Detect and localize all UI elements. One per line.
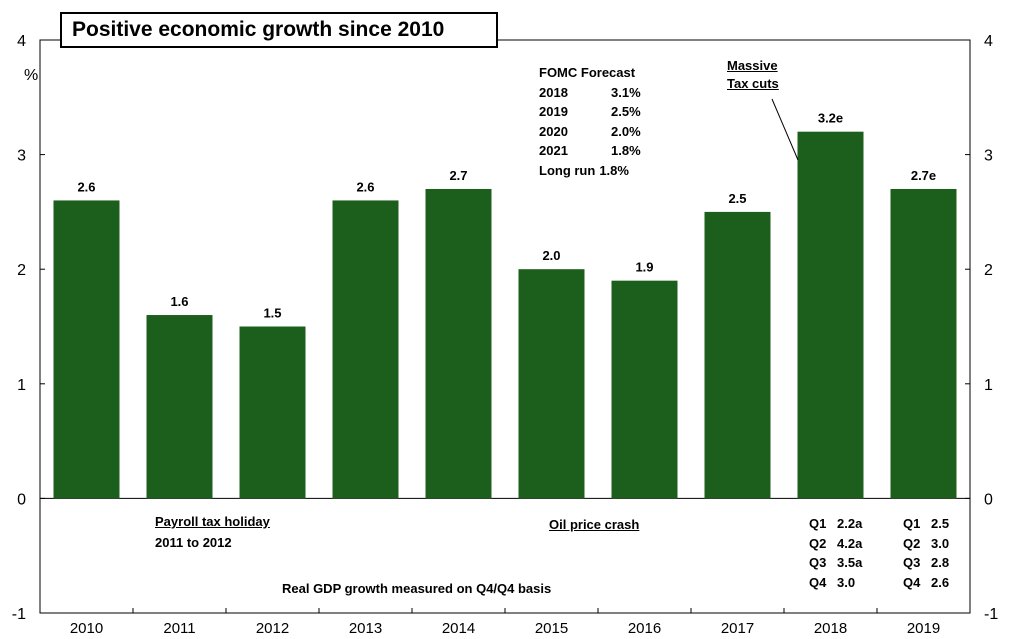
fomc-value: 1.8%: [599, 162, 629, 178]
x-tick-label: 2015: [535, 620, 568, 637]
oil-price-crash-label: Oil price crash: [549, 517, 640, 532]
y-tick-label-left: 2: [17, 262, 26, 279]
y-tick-label-left: 4: [17, 33, 26, 50]
quarter-value: 2.2a: [837, 516, 863, 531]
quarter-value: 3.0: [837, 574, 856, 590]
bar: [146, 315, 213, 499]
y-axis-unit: %: [24, 67, 38, 84]
fomc-forecast-row: 2019 2.5%: [539, 102, 641, 122]
bar: [332, 200, 399, 499]
fomc-forecast-row: Long run 1.8%: [539, 161, 641, 181]
y-tick-label-left: 3: [17, 148, 26, 165]
bar-value-label: 1.5: [263, 306, 281, 321]
x-tick-label: 2010: [70, 620, 103, 637]
bar-value-label: 3.2e: [818, 111, 843, 126]
fomc-value: 2.5%: [611, 104, 641, 119]
bar: [239, 326, 306, 499]
quarter-label: Q4: [903, 574, 921, 590]
payroll-tax-holiday-years: 2011 to 2012: [155, 535, 232, 550]
x-tick-label: 2013: [349, 620, 382, 637]
x-tick-label: 2019: [907, 620, 940, 637]
quarter-value: 3.0: [931, 535, 950, 551]
fomc-forecast-title: FOMC Forecast: [539, 65, 636, 80]
fomc-value: 1.8%: [611, 143, 641, 158]
quarter-row: Q3 3.5a: [809, 553, 862, 573]
y-tick-label-left: 1: [17, 377, 26, 394]
x-tick-label: 2011: [163, 620, 195, 637]
fomc-year: 2018: [539, 84, 568, 100]
quarter-label: Q1: [903, 516, 921, 531]
bar: [611, 280, 678, 499]
tax-cuts-label-line2: Tax cuts: [727, 76, 779, 91]
bar-value-label: 2.7: [449, 168, 467, 183]
y-tick-label-right: 1: [984, 377, 993, 394]
quarter-row: Q1 2.5: [903, 514, 949, 534]
quarter-label: Q2: [809, 535, 827, 551]
y-tick-label-right: 2: [984, 262, 993, 279]
bar-value-label: 2.7e: [911, 168, 936, 183]
y-tick-label-right: 4: [984, 33, 993, 50]
x-tick-label: 2016: [628, 620, 661, 637]
fomc-year: 2020: [539, 123, 568, 139]
quarters-2018-table: Q1 2.2a Q2 4.2a Q3 3.5a Q4 3.0: [809, 514, 862, 592]
x-tick-label: 2018: [814, 620, 847, 637]
fomc-value: 2.0%: [611, 123, 641, 139]
y-tick-label-left: -1: [12, 606, 26, 623]
x-tick-label: 2012: [256, 620, 289, 637]
quarter-row: Q4 2.6: [903, 573, 949, 593]
quarter-value: 2.5: [931, 516, 950, 531]
quarter-label: Q3: [809, 555, 827, 570]
quarter-value: 2.8: [931, 555, 950, 570]
y-tick-label-right: -1: [984, 606, 998, 623]
quarter-value: 2.6: [931, 574, 950, 590]
quarter-row: Q2 3.0: [903, 534, 949, 554]
fomc-forecast-box: FOMC Forecast 2018 3.1% 2019 2.5% 2020 2.0% 20…: [539, 63, 641, 180]
quarter-value: 4.2a: [837, 535, 863, 551]
quarter-row: Q3 2.8: [903, 553, 949, 573]
quarter-value: 3.5a: [837, 555, 863, 570]
fomc-forecast-row: 2020 2.0%: [539, 122, 641, 142]
bar: [518, 269, 585, 499]
basis-note: Real GDP growth measured on Q4/Q4 basis: [282, 581, 552, 596]
fomc-value: 3.1%: [611, 84, 641, 100]
fomc-forecast-row: 2021 1.8%: [539, 141, 641, 161]
fomc-forecast-rows: 2018 3.1% 2019 2.5% 2020 2.0% 2021 1.8% Long run…: [539, 83, 641, 181]
bar-value-label: 2.6: [356, 179, 374, 194]
bar-value-label: 2.0: [542, 248, 560, 263]
bar-value-label: 2.6: [77, 179, 95, 194]
quarter-label: Q2: [903, 535, 921, 551]
bar-value-label: 2.5: [728, 191, 746, 206]
payroll-tax-holiday-label: Payroll tax holiday: [155, 514, 270, 529]
tax-cuts-pointer-line: [771, 98, 799, 161]
bar: [53, 200, 120, 499]
bar: [425, 188, 492, 499]
bar: [890, 188, 957, 499]
quarter-label: Q1: [809, 516, 827, 531]
bar: [704, 211, 771, 499]
tax-cuts-label-line1: Massive: [727, 58, 778, 73]
quarter-row: Q2 4.2a: [809, 534, 862, 554]
fomc-year: Long run: [539, 162, 596, 178]
y-tick-label-left: 0: [17, 491, 26, 508]
fomc-year: 2021: [539, 143, 568, 158]
fomc-year: 2019: [539, 104, 568, 119]
bar-value-label: 1.6: [170, 294, 188, 309]
fomc-forecast-row: 2018 3.1%: [539, 83, 641, 103]
y-tick-label-right: 0: [984, 491, 993, 508]
y-tick-label-right: 3: [984, 148, 993, 165]
quarter-label: Q4: [809, 574, 827, 590]
quarters-2019-table: Q1 2.5 Q2 3.0 Q3 2.8 Q4 2.6: [903, 514, 949, 592]
quarter-label: Q3: [903, 555, 921, 570]
bar-value-label: 1.9: [635, 260, 653, 275]
quarter-row: Q4 3.0: [809, 573, 862, 593]
chart-title: Positive economic growth since 2010: [60, 12, 498, 48]
bar: [797, 131, 864, 499]
x-tick-label: 2014: [442, 620, 475, 637]
x-tick-label: 2017: [721, 620, 754, 637]
quarter-row: Q1 2.2a: [809, 514, 862, 534]
